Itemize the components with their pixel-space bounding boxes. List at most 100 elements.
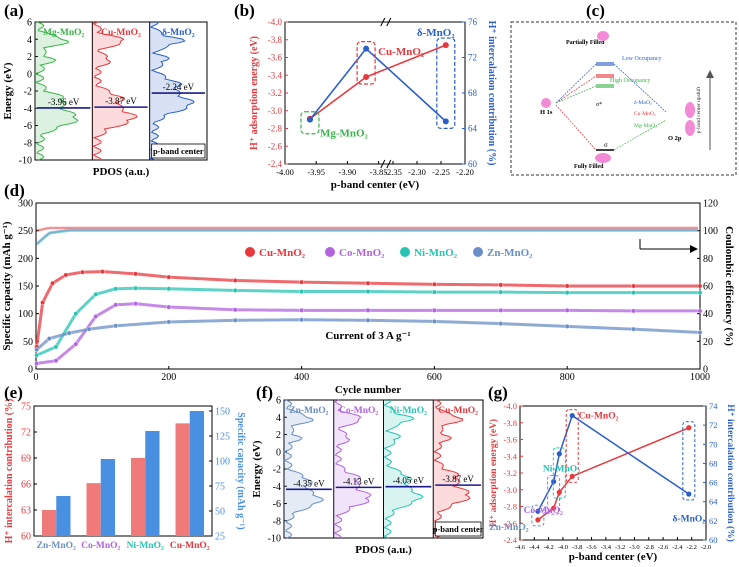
panel-a-ytick-label: -4 xyxy=(24,104,32,115)
panel-f-strip-name: Zn-MnO₂ xyxy=(289,406,328,416)
panel-c-connector xyxy=(555,104,597,151)
panel-b-ytick-label: -4.0 xyxy=(268,17,283,27)
panel-e-y2tick-label: 150 xyxy=(215,407,230,418)
panel-e-ytick-label: 66 xyxy=(21,480,31,491)
panel-b-xtick-label: -2.25 xyxy=(432,167,450,177)
panel-c-fully-filled: Fully Filled xyxy=(574,164,604,170)
panel-b-label-mg: Mg-MnO₂ xyxy=(320,128,369,140)
panel-d-capacity-point xyxy=(299,307,304,313)
panel-c: Partially Filled Low Occupancy High Occupa… xyxy=(510,21,737,176)
panel-a-ytick-label: 0 xyxy=(27,69,32,80)
panel-g-point-adsorption xyxy=(556,489,562,495)
panel-d-capacity-point xyxy=(299,279,304,285)
panel-c-level xyxy=(596,62,614,66)
panel-g-ytick-label: -3.6 xyxy=(504,435,517,445)
panel-d-y2tick-label: 80 xyxy=(703,254,713,265)
panel-a-label: (a) xyxy=(4,1,24,20)
panel-c-level xyxy=(596,84,614,88)
panel-e-category-label: Co-MnO₂ xyxy=(81,541,120,551)
panel-c-cu: Cu-MnO₂ xyxy=(634,111,656,117)
panel-e-category-label: Zn-MnO₂ xyxy=(37,541,76,551)
panel-d-capacity-point xyxy=(50,280,55,286)
panel-b: -4.00 -3.95 -3.90 -3.85-2.35 -2.30 -2.25 -2.20… xyxy=(249,17,497,191)
panel-d-capacity-point xyxy=(34,347,40,353)
panel-d-capacity-point xyxy=(66,330,72,336)
panel-a-center-label: -3.87 eV xyxy=(105,96,137,106)
panel-e: 75 72 69 66 63 60 150 125 100 75 50 25 Zn-MnO₂ Co-MnO… xyxy=(4,399,246,551)
panel-b-xtick-label: -2.35 xyxy=(384,167,402,177)
panel-e-bar-capacity xyxy=(145,431,160,536)
panel-g-point-adsorption xyxy=(686,425,692,431)
panel-d-legend-label: Co-MnO₂ xyxy=(339,247,385,259)
panel-a-center-label: -2.24 eV xyxy=(163,82,195,92)
panel-g-y2tick-label: 74 xyxy=(709,401,718,411)
panel-a-ytick-label: 2 xyxy=(27,52,32,63)
panel-c-sigma-orbital xyxy=(595,153,611,163)
panel-b-label: (b) xyxy=(234,1,255,20)
panel-d-ce-line xyxy=(35,229,699,246)
panel-d-capacity-point xyxy=(34,361,40,366)
panel-d-capacity-point xyxy=(133,271,139,277)
panel-g-dashed-box xyxy=(531,504,545,527)
panel-g-point-intercalation xyxy=(551,479,557,485)
panel-d-capacity-point xyxy=(113,302,119,308)
panel-b-xlabel: p-band center (eV) xyxy=(331,179,420,191)
panel-d-capacity-point xyxy=(34,352,40,358)
panel-e-y2tick-label: 100 xyxy=(215,457,230,468)
panel-d-legend-marker xyxy=(245,247,255,257)
panel-e-bar-intercalation xyxy=(86,483,101,536)
panel-d-legend-marker xyxy=(473,247,483,257)
panel-d-capacity-point xyxy=(299,317,304,323)
panel-d-capacity-point xyxy=(697,290,703,296)
panel-c-upshift-arrowhead xyxy=(706,70,714,78)
panel-c-connector xyxy=(613,63,667,113)
panel-f-pdos-area xyxy=(433,400,470,538)
panel-c-o2p-lobe xyxy=(685,120,695,136)
panel-d-ytick-label: 50 xyxy=(23,337,33,348)
panel-f-ytick-label: -8 xyxy=(273,516,281,527)
panel-d-xlabel: Cycle number xyxy=(335,384,401,396)
panel-d-ytick-label: 300 xyxy=(18,199,33,210)
panel-d-y2label: Coulombic efficiency (%) xyxy=(723,226,735,346)
panel-c-frame xyxy=(510,21,737,176)
panel-e-bar-capacity xyxy=(100,459,115,536)
panel-e-bar-capacity xyxy=(56,496,71,536)
panel-g-ytick-label: -3.0 xyxy=(504,485,517,495)
panel-f-center-label: -4.05 eV xyxy=(393,476,425,486)
panel-g-ytick-label: -2.6 xyxy=(504,518,517,528)
panel-g-ytick-label: -3.2 xyxy=(504,468,517,478)
panel-c-sigma: σ xyxy=(604,141,608,149)
panel-b-point-intercalation xyxy=(363,45,370,52)
panel-a-panel: 6 4 2 0 -2 -4 -6 -8 -10 -3.96 eV Mg-MnO₂ -3.87 eV Cu… xyxy=(2,18,208,178)
panel-e-ytick-label: 72 xyxy=(21,428,31,439)
panel-f-ytick-label: 4 xyxy=(276,413,281,424)
panel-e-y2tick-label: 75 xyxy=(215,482,225,493)
panel-a-pdos-curve xyxy=(149,21,195,161)
panel-f-pdos-curve xyxy=(383,399,424,539)
panel-b-y2tick-label: 60 xyxy=(468,159,478,169)
panel-b-point-intercalation xyxy=(306,116,313,123)
panel-b-y2label: H⁺ intercalation contribution (%) xyxy=(486,21,497,166)
panel-b-ytick-label: -3.4 xyxy=(268,70,283,80)
panel-f-center-label: -4.35 eV xyxy=(293,478,325,488)
panel-b-xtick-label: -3.95 xyxy=(307,167,325,177)
panel-f-pdos-area xyxy=(284,400,324,538)
panel-d-capacity-point xyxy=(166,286,172,292)
panel-e-ylabel: H⁺ intercalation contribution (%) xyxy=(4,399,15,544)
panel-g-y2tick-label: 64 xyxy=(709,497,718,507)
panel-g-point-adsorption xyxy=(569,473,575,479)
panel-g-ytick-label: -2.8 xyxy=(504,502,517,512)
panel-b-ytick-label: -3.2 xyxy=(268,88,282,98)
panel-c-o2p: O 2p xyxy=(668,135,682,142)
panel-a-pdos-area xyxy=(35,22,78,160)
panel-c-h1s: H 1s xyxy=(540,109,553,116)
panel-d-legend-label: Cu-MnO₂ xyxy=(259,247,306,259)
panel-d-xtick-label: 0 xyxy=(34,372,39,383)
panel-b-point-adsorption xyxy=(442,42,449,49)
panel-e-bar-capacity xyxy=(189,411,204,536)
panel-f-strip-name: Ni-MnO₂ xyxy=(390,406,427,416)
panel-g-point-adsorption xyxy=(551,505,557,511)
panel-d-label: (d) xyxy=(4,181,25,200)
panel-b-label-cu: Cu-MnO₂ xyxy=(378,46,425,58)
panel-d-capacity-point xyxy=(63,272,69,278)
